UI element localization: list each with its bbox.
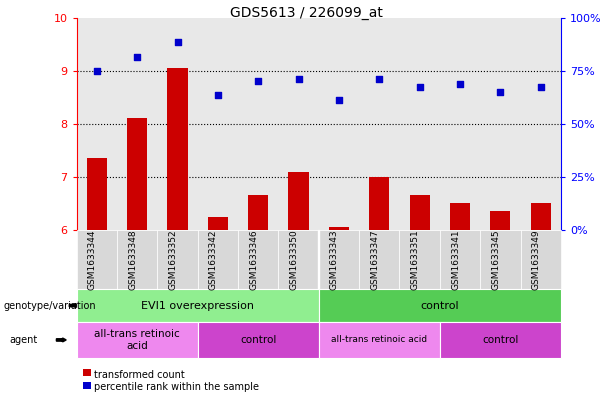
Bar (208, 217, 228, 230)
Point (495, 89, 505, 95)
Point (334, 97, 344, 103)
Point (294, 75, 303, 82)
Point (415, 83, 425, 90)
Text: all-trans retinoic
acid: all-trans retinoic acid (94, 329, 180, 351)
Text: GSM1633344: GSM1633344 (88, 229, 97, 290)
Text: GSM1633342: GSM1633342 (209, 229, 218, 290)
Text: GSM1633343: GSM1633343 (330, 229, 339, 290)
Bar (248, 195, 268, 230)
Point (253, 78, 263, 84)
Text: EVI1 overexpression: EVI1 overexpression (141, 301, 254, 310)
Text: all-trans retinoic acid: all-trans retinoic acid (331, 336, 427, 344)
Point (173, 39, 183, 45)
Bar (289, 171, 309, 230)
Text: control: control (482, 335, 519, 345)
Bar (369, 177, 389, 230)
Text: genotype/variation: genotype/variation (3, 301, 96, 310)
Text: control: control (421, 301, 459, 310)
Bar (409, 195, 430, 230)
Text: GSM1633346: GSM1633346 (249, 229, 258, 290)
Bar (490, 211, 511, 230)
Bar (127, 118, 147, 230)
Text: GSM1633345: GSM1633345 (492, 229, 500, 290)
Text: agent: agent (9, 335, 37, 345)
Text: GDS5613 / 226099_at: GDS5613 / 226099_at (230, 6, 383, 20)
Bar (329, 227, 349, 230)
Text: GSM1633349: GSM1633349 (531, 229, 541, 290)
Point (213, 92, 223, 98)
Text: GSM1633352: GSM1633352 (169, 229, 178, 290)
Point (92, 68, 102, 74)
Bar (86, 158, 107, 230)
Point (455, 81, 465, 87)
Text: GSM1633351: GSM1633351 (411, 229, 420, 290)
Point (536, 83, 546, 90)
Text: control: control (240, 335, 276, 345)
Bar (450, 203, 470, 230)
Text: percentile rank within the sample: percentile rank within the sample (94, 382, 259, 392)
Bar (167, 68, 188, 230)
Bar (531, 203, 551, 230)
Point (375, 75, 384, 82)
Point (132, 54, 142, 61)
Text: GSM1633341: GSM1633341 (451, 229, 460, 290)
Text: GSM1633350: GSM1633350 (289, 229, 299, 290)
Text: GSM1633348: GSM1633348 (128, 229, 137, 290)
Text: transformed count: transformed count (94, 369, 185, 380)
Text: GSM1633347: GSM1633347 (370, 229, 379, 290)
